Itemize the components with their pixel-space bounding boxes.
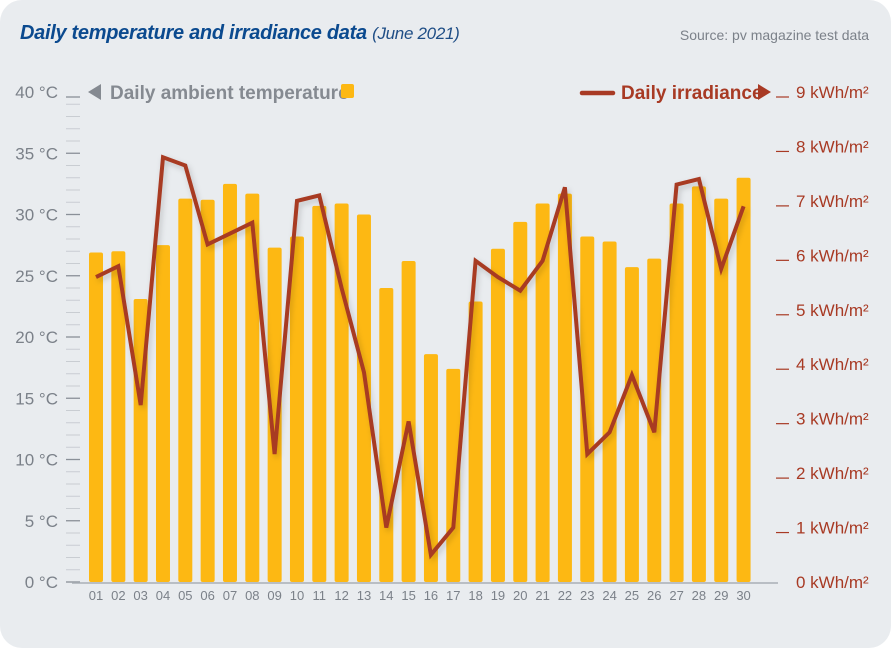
x-tick-label: 15 — [401, 588, 415, 603]
temperature-bar — [468, 301, 483, 582]
legend-irradiance-label: Daily irradiance — [621, 83, 763, 104]
temperature-bars — [89, 177, 751, 583]
left-tick-label: 15 °C — [15, 389, 58, 408]
temperature-bar — [624, 267, 639, 582]
legend-temperature-swatch — [341, 84, 354, 98]
x-tick-label: 08 — [245, 588, 259, 603]
x-tick-label: 09 — [267, 588, 281, 603]
x-tick-label: 03 — [133, 588, 147, 603]
temperature-bar — [111, 251, 126, 582]
right-tick-label: 3 kWh/m² — [796, 410, 869, 429]
temperature-bar — [602, 241, 617, 582]
x-tick-label: 16 — [424, 588, 438, 603]
temperature-bar — [289, 236, 304, 583]
x-tick-label: 04 — [156, 588, 170, 603]
temperature-bar — [714, 198, 729, 582]
source-note: Source: pv magazine test data — [679, 27, 869, 43]
right-tick-label: 5 kWh/m² — [796, 301, 869, 320]
temperature-bar — [200, 199, 215, 583]
right-tick-label: 8 kWh/m² — [796, 137, 869, 156]
temperature-bar — [155, 245, 170, 582]
x-tick-label: 28 — [692, 588, 706, 603]
temperature-bar — [580, 236, 595, 583]
x-tick-label: 26 — [647, 588, 661, 603]
x-tick-label: 12 — [334, 588, 348, 603]
temperature-bar — [312, 205, 327, 583]
right-axis: 0 kWh/m² 1 kWh/m² 2 kWh/m² 3 kWh/m² 4 kWh/m²… — [776, 83, 869, 592]
x-tick-label: 05 — [178, 588, 192, 603]
temperature-bar — [513, 221, 528, 582]
x-tick-label: 29 — [714, 588, 728, 603]
x-tick-label: 22 — [558, 588, 572, 603]
x-tick-label: 19 — [491, 588, 505, 603]
chart-title: Daily temperature and irradiance data (J… — [20, 22, 460, 45]
temperature-bar — [267, 247, 282, 582]
right-tick-label: 1 kWh/m² — [796, 519, 869, 538]
left-tick-label: 5 °C — [25, 512, 58, 531]
temperature-bar — [736, 177, 751, 582]
temperature-bar — [89, 252, 103, 582]
temperature-bar — [379, 288, 394, 582]
right-tick-label: 6 kWh/m² — [796, 246, 869, 265]
irradiance-line — [95, 154, 746, 560]
left-axis: 0 °C 5 °C 10 °C 15 °C 20 °C 25 °C 30 °C 35 °C 40… — [15, 83, 80, 592]
legend-left-arrow-icon — [88, 84, 101, 100]
temperature-bar — [245, 193, 260, 583]
chart-title-period: (June 2021) — [372, 24, 460, 43]
legend: Daily ambient temperature Daily irradian… — [88, 83, 771, 104]
temperature-bar — [557, 193, 572, 583]
x-tick-label: 06 — [200, 588, 214, 603]
right-tick-label: 7 kWh/m² — [796, 192, 869, 211]
x-tick-label: 30 — [736, 588, 750, 603]
x-axis-ticks: 01 02 03 04 05 06 07 08 09 10 11 12 13 14 15 16 17 18 19 20… — [89, 588, 751, 603]
x-tick-label: 24 — [602, 588, 616, 603]
temperature-bar — [669, 203, 684, 582]
right-tick-label: 9 kWh/m² — [796, 83, 869, 102]
legend-right-arrow-icon — [758, 84, 771, 100]
x-tick-label: 18 — [468, 588, 482, 603]
left-tick-label: 25 °C — [15, 267, 58, 286]
left-tick-label: 40 °C — [15, 83, 58, 102]
right-tick-label: 0 kWh/m² — [796, 573, 869, 592]
temperature-bar — [691, 186, 706, 582]
left-tick-label: 0 °C — [25, 573, 58, 592]
left-tick-label: 20 °C — [15, 328, 58, 347]
x-tick-label: 01 — [89, 588, 103, 603]
x-tick-label: 25 — [625, 588, 639, 603]
chart-title-main: Daily temperature and irradiance data — [20, 22, 367, 44]
temperature-bar — [222, 183, 237, 582]
x-tick-label: 21 — [535, 588, 549, 603]
x-tick-label: 23 — [580, 588, 594, 603]
x-tick-label: 02 — [111, 588, 125, 603]
x-tick-label: 10 — [290, 588, 304, 603]
left-tick-label: 10 °C — [15, 451, 58, 470]
temperature-bar — [356, 214, 371, 582]
x-tick-label: 17 — [446, 588, 460, 603]
right-tick-label: 4 kWh/m² — [796, 355, 869, 374]
x-tick-label: 07 — [223, 588, 237, 603]
x-tick-label: 11 — [313, 588, 327, 603]
temperature-bar — [490, 248, 505, 583]
x-tick-label: 20 — [513, 588, 527, 603]
x-tick-label: 14 — [379, 588, 393, 603]
temperature-bar — [535, 203, 550, 582]
temperature-bar — [178, 198, 193, 582]
right-tick-label: 2 kWh/m² — [796, 464, 869, 483]
x-tick-label: 13 — [357, 588, 371, 603]
temperature-bar — [446, 368, 461, 582]
legend-temperature-label: Daily ambient temperature — [110, 83, 349, 104]
left-tick-label: 30 °C — [15, 206, 58, 225]
left-tick-label: 35 °C — [15, 144, 58, 163]
x-tick-label: 27 — [669, 588, 683, 603]
